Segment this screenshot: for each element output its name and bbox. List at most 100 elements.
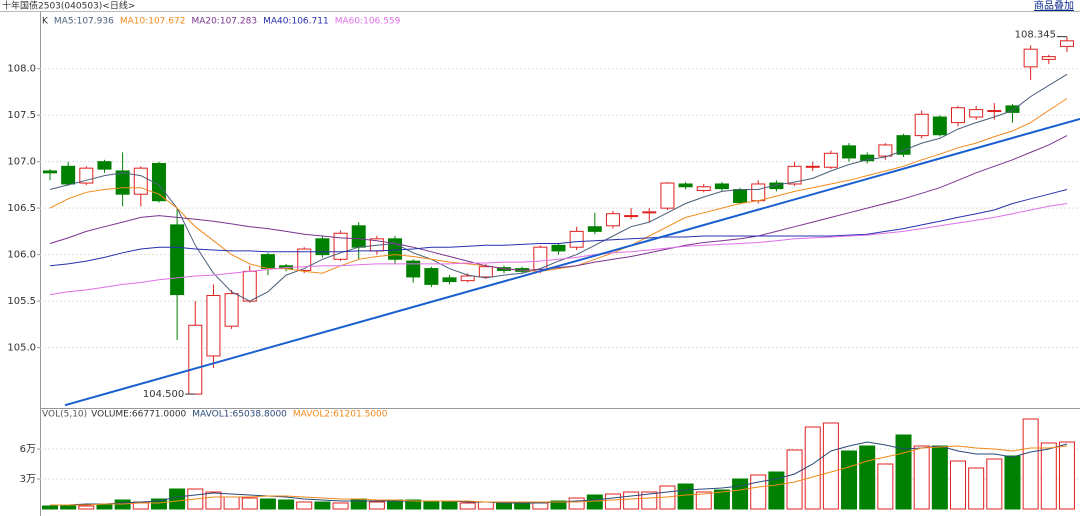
volume-bar [841, 450, 858, 510]
ma-line [49, 203, 1068, 296]
volume-bar [950, 460, 966, 510]
y-tick-label: 106.5 [7, 203, 36, 214]
y-tick-label: 3万 [20, 474, 36, 485]
candle-body [587, 226, 602, 232]
candle-body [642, 211, 657, 214]
candle-body [61, 165, 76, 185]
candle-body [460, 275, 475, 282]
candle-body [351, 225, 366, 248]
candle-body [969, 109, 984, 118]
candle-body [860, 154, 875, 162]
candle-body [260, 254, 275, 270]
trend-line [64, 117, 1080, 407]
y-tick-label: 105.5 [7, 296, 36, 307]
candle-body [842, 145, 857, 159]
volume-bar [60, 504, 77, 510]
volume-bar [368, 501, 385, 510]
candle-body [79, 167, 94, 184]
candle-body [678, 183, 693, 188]
volume-bar [750, 474, 767, 510]
legend-prefix: VOL(5,10) [42, 410, 87, 420]
y-tick-label: 105.0 [7, 343, 36, 354]
volume-bar [1022, 418, 1039, 510]
candle-body [97, 161, 112, 170]
volume-bar [695, 491, 712, 510]
candle-body [569, 230, 584, 248]
candle-body [188, 324, 203, 395]
candle-body [914, 113, 929, 137]
candle-body [333, 232, 348, 260]
y-tick-label: 6万 [20, 444, 36, 455]
candle-body [932, 116, 947, 136]
volume-bar [931, 445, 948, 510]
candle-body [878, 144, 893, 157]
volume-bar [623, 491, 640, 510]
volume-label: VOLUME:66771.0000 [91, 410, 186, 420]
ma-line [49, 73, 1068, 302]
volume-bar [804, 426, 821, 510]
volume-bar [205, 491, 222, 510]
candle-body [1041, 56, 1056, 60]
y-tick-label: 107.0 [7, 157, 36, 168]
volume-bar [459, 502, 476, 510]
volume-bar [604, 493, 621, 510]
volume-bar [968, 467, 985, 510]
legend-prefix: K [42, 17, 49, 27]
legend-entry: MA60:106.559 [335, 17, 401, 27]
volume-bar [1058, 441, 1075, 510]
volume-bar [477, 501, 494, 510]
annotation: 108.345 [1015, 30, 1056, 41]
volume-bar [78, 505, 95, 510]
candle-body [170, 224, 185, 296]
volume-bar [786, 449, 803, 510]
candle-body [751, 183, 766, 202]
volume-bar [514, 502, 531, 510]
legend-entry: MAVOL1:65038.8000 [192, 410, 287, 420]
legend-entry: MA40:106.711 [263, 17, 329, 27]
candle-body [1059, 40, 1074, 47]
candle-body [714, 183, 729, 190]
candle-body [424, 268, 439, 285]
candle-body [1005, 105, 1020, 113]
volume-bar [150, 498, 167, 510]
volume-bar [586, 494, 603, 510]
volume-bar [259, 498, 276, 510]
candle-body [660, 182, 675, 209]
volume-bar [550, 500, 567, 510]
volume-bar [42, 505, 58, 510]
candle-body [388, 238, 403, 260]
ma-line [49, 189, 1068, 267]
legend-entry: MA5:107.936 [54, 17, 114, 27]
candle-body [533, 246, 548, 270]
volume-bar [1040, 442, 1057, 510]
candle-body [805, 165, 820, 168]
volume-bar [986, 458, 1003, 510]
ma-line [49, 135, 1068, 271]
y-tick-label: 106.0 [7, 250, 36, 261]
candle-body [1023, 48, 1038, 68]
candle-body [406, 260, 421, 278]
volume-bar [877, 463, 894, 510]
candle-body [242, 270, 257, 302]
candle-body [224, 293, 239, 327]
volume-bar [296, 501, 313, 510]
volume-bar [314, 501, 331, 510]
volume-bar [1004, 455, 1021, 510]
candle-body [315, 238, 330, 256]
volume-ma-line [50, 445, 1068, 506]
y-tick-label: 108.0 [7, 64, 36, 75]
overlay-button[interactable]: 商品叠加 [1034, 0, 1074, 12]
candle-body [115, 170, 130, 195]
candle-body [605, 213, 620, 227]
candle-body [133, 167, 148, 195]
volume-bar [568, 497, 585, 510]
volume-bar [278, 499, 295, 510]
candle-body [551, 244, 566, 252]
candle-body [733, 189, 748, 204]
volume-bar [169, 488, 186, 510]
volume-bar [96, 504, 113, 510]
y-tick-label: 107.5 [7, 110, 36, 121]
candle-body [442, 277, 457, 283]
